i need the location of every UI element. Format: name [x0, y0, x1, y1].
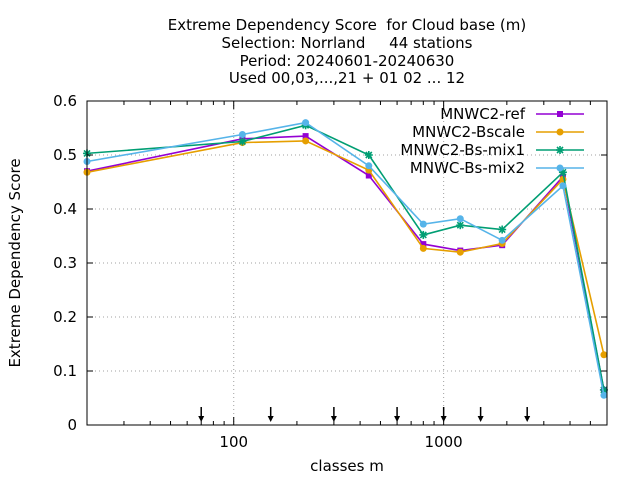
series-2 — [83, 137, 608, 359]
axis-ticks: 0 0.1 0.2 0.3 0.4 0.5 0.6 100 1000 — [53, 92, 608, 451]
data-point — [365, 162, 373, 170]
data-point — [420, 241, 427, 248]
legend-label: MNWC2-Bs-mix1 — [400, 141, 525, 159]
data-point — [456, 215, 464, 223]
data-point — [302, 133, 309, 140]
data-point — [456, 248, 464, 256]
class-marker-arrowhead — [198, 416, 205, 422]
series-line — [86, 124, 605, 391]
y-tick-label: 0.1 — [53, 362, 77, 380]
data-point — [559, 182, 567, 190]
legend-marker — [556, 128, 564, 136]
class-marker-arrowhead — [477, 416, 484, 422]
series-3 — [83, 121, 608, 394]
legend-marker — [557, 111, 563, 117]
y-axis-label: Extreme Dependency Score — [6, 158, 24, 367]
legend-label: MNWC2-ref — [440, 105, 525, 123]
y-tick-label: 0.5 — [53, 146, 77, 164]
y-tick-label: 0.6 — [53, 92, 77, 110]
class-marker-arrowhead — [267, 416, 274, 422]
chart-title-line-3: Period: 20240601-20240630 — [239, 52, 455, 70]
data-point — [498, 236, 506, 244]
chart-title-line-2: Selection: Norrland 44 stations — [221, 34, 473, 52]
series-line — [86, 140, 605, 355]
data-point — [238, 137, 247, 146]
data-point — [600, 351, 608, 359]
x-tick-label: 1000 — [425, 433, 463, 451]
data-point — [302, 137, 310, 145]
x-tick-label: 100 — [219, 433, 248, 451]
legend-label: MNWC2-Bscale — [412, 123, 525, 141]
y-tick-label: 0.2 — [53, 308, 77, 326]
series-1 — [84, 133, 607, 393]
legend: MNWC2-refMNWC2-BscaleMNWC2-Bs-mix1MNWC-B… — [400, 105, 584, 177]
data-point — [364, 151, 373, 159]
series-line — [86, 135, 605, 391]
y-tick-label: 0.4 — [53, 200, 77, 218]
class-marker-arrowhead — [524, 416, 531, 422]
series-line — [86, 121, 605, 396]
legend-marker — [556, 164, 564, 172]
legend-label: MNWC-Bs-mix2 — [410, 159, 525, 177]
series-4 — [83, 119, 608, 399]
class-markers — [198, 407, 531, 422]
series-lines — [83, 119, 608, 399]
data-point — [419, 220, 427, 228]
chart-title-line-4: Used 00,03,...,21 + 01 02 ... 12 — [228, 69, 466, 87]
data-point — [365, 172, 372, 179]
data-point — [238, 130, 246, 138]
x-axis-label: classes m — [310, 457, 384, 475]
data-point — [498, 225, 507, 234]
y-tick-label: 0.3 — [53, 254, 77, 272]
data-point — [419, 230, 428, 239]
chart-title-line-1: Extreme Dependency Score for Cloud base … — [167, 16, 527, 34]
data-point — [419, 244, 427, 252]
y-tick-label: 0 — [67, 416, 77, 434]
class-marker-arrowhead — [394, 416, 401, 422]
class-marker-arrowhead — [330, 416, 337, 422]
legend-marker — [556, 146, 564, 154]
data-point — [456, 221, 465, 230]
data-point — [600, 391, 608, 399]
grid-lines — [87, 101, 607, 425]
data-point — [302, 119, 310, 127]
